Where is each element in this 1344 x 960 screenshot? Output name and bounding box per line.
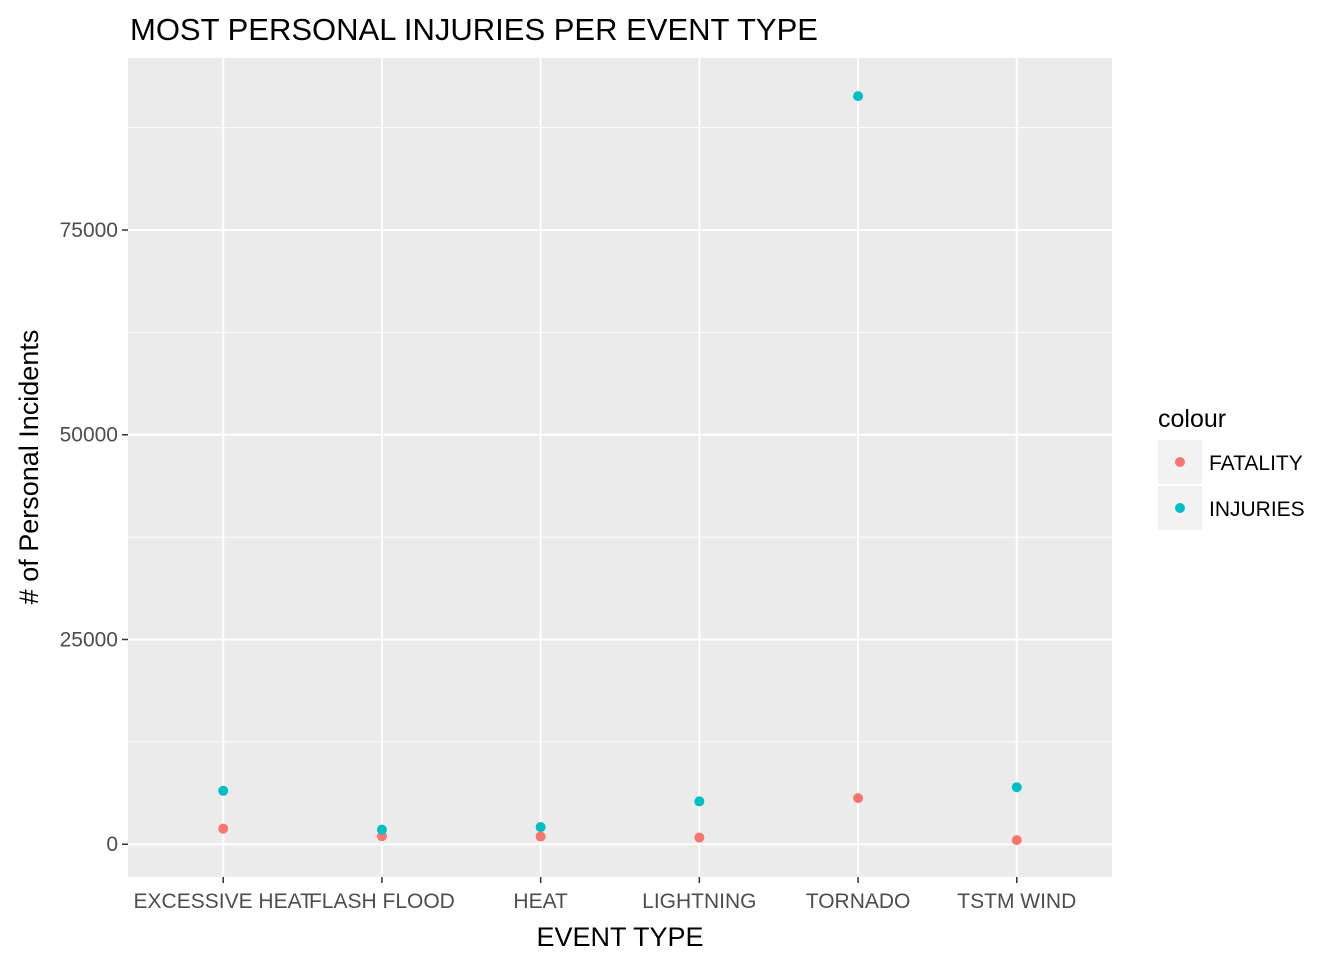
x-tick-label: TSTM WIND — [957, 890, 1076, 913]
x-tick-label: FLASH FLOOD — [309, 890, 455, 913]
point-injuries-lightning — [694, 796, 705, 807]
point-fatality-tornado — [853, 793, 864, 804]
y-tick-label: 25000 — [60, 628, 118, 651]
legend-label: FATALITY — [1209, 452, 1303, 475]
point-fatality-excessive-heat — [218, 823, 229, 834]
y-axis: 0 25000 50000 75000 — [60, 219, 128, 856]
x-tick-label: TORNADO — [806, 890, 911, 913]
legend-label: INJURIES — [1209, 498, 1305, 521]
point-injuries-excessive-heat — [218, 785, 229, 796]
y-tick-label: 75000 — [60, 219, 118, 242]
x-tick-label: LIGHTNING — [642, 890, 756, 913]
point-fatality-lightning — [694, 832, 705, 843]
grid — [128, 58, 1112, 877]
point-injuries-heat — [535, 822, 546, 833]
x-axis-title: EVENT TYPE — [536, 922, 703, 952]
point-fatality-heat — [535, 831, 546, 842]
y-axis-title: # of Personal Incidents — [14, 330, 44, 605]
x-tick-label: HEAT — [513, 890, 568, 913]
legend-title: colour — [1158, 405, 1226, 433]
point-injuries-tstm-wind — [1011, 782, 1022, 793]
legend: colour FATALITY INJURIES — [1158, 405, 1305, 530]
legend-swatch — [1175, 503, 1185, 513]
y-tick-label: 0 — [106, 833, 118, 856]
data-points — [218, 91, 1022, 846]
point-fatality-tstm-wind — [1011, 835, 1022, 846]
chart-title: MOST PERSONAL INJURIES PER EVENT TYPE — [130, 12, 818, 47]
y-tick-label: 50000 — [60, 424, 118, 447]
plot-panel — [128, 58, 1112, 877]
legend-swatch — [1175, 457, 1185, 467]
point-injuries-flash-flood — [376, 824, 387, 835]
x-tick-label: EXCESSIVE HEAT — [134, 890, 314, 913]
point-injuries-tornado — [853, 91, 864, 102]
